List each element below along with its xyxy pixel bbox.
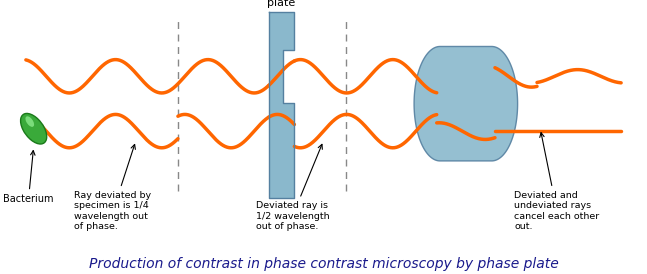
Bar [269, 50, 283, 102]
Text: Deviated ray is
1/2 wavelength
out of phase.: Deviated ray is 1/2 wavelength out of ph… [256, 144, 329, 231]
Text: Bacterium: Bacterium [3, 151, 54, 204]
Text: Production of contrast in phase contrast microscopy by phase plate: Production of contrast in phase contrast… [89, 257, 558, 271]
Polygon shape [414, 47, 518, 161]
Bar [269, 12, 294, 50]
Ellipse shape [25, 116, 34, 127]
Bar [269, 102, 294, 198]
Text: Phase
plate: Phase plate [265, 0, 298, 8]
Text: Ray deviated by
specimen is 1/4
wavelength out
of phase.: Ray deviated by specimen is 1/4 waveleng… [74, 144, 151, 231]
Text: Deviated and
undeviated rays
cancel each other
out.: Deviated and undeviated rays cancel each… [514, 133, 600, 231]
Ellipse shape [21, 113, 47, 144]
